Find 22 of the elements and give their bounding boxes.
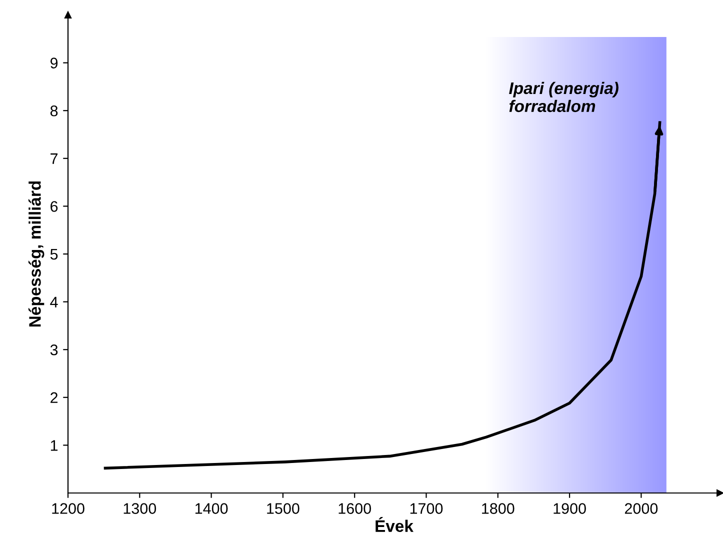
y-tick-label: 4 <box>50 296 58 308</box>
y-tick-label: 6 <box>50 201 58 212</box>
x-tick-label: 1600 <box>338 503 371 514</box>
y-tick-label: 8 <box>50 105 58 116</box>
y-axis-title: Népesség, milliárd <box>28 181 44 327</box>
x-tick-label: 1700 <box>410 503 443 514</box>
y-tick-label: 5 <box>50 249 58 260</box>
x-tick-label: 1800 <box>482 503 514 514</box>
x-tick-label: 1200 <box>52 503 84 514</box>
y-tick-label: 3 <box>50 344 58 356</box>
y-tick-label: 1 <box>50 440 58 451</box>
x-tick-label: 1300 <box>124 503 156 514</box>
x-tick-label: 1500 <box>267 503 300 514</box>
y-tick-label: 9 <box>50 58 58 68</box>
x-axis-title: Évek <box>376 517 414 532</box>
x-tick-label: 1400 <box>195 503 228 514</box>
line-series <box>104 121 662 470</box>
y-tick-label: 2 <box>50 392 58 403</box>
annotation: Ipari (energia) forradalom <box>509 82 618 112</box>
x-tick-label: 1900 <box>554 503 586 514</box>
x-tick-label: 2000 <box>624 503 658 514</box>
y-tick-label: 7 <box>50 153 58 164</box>
